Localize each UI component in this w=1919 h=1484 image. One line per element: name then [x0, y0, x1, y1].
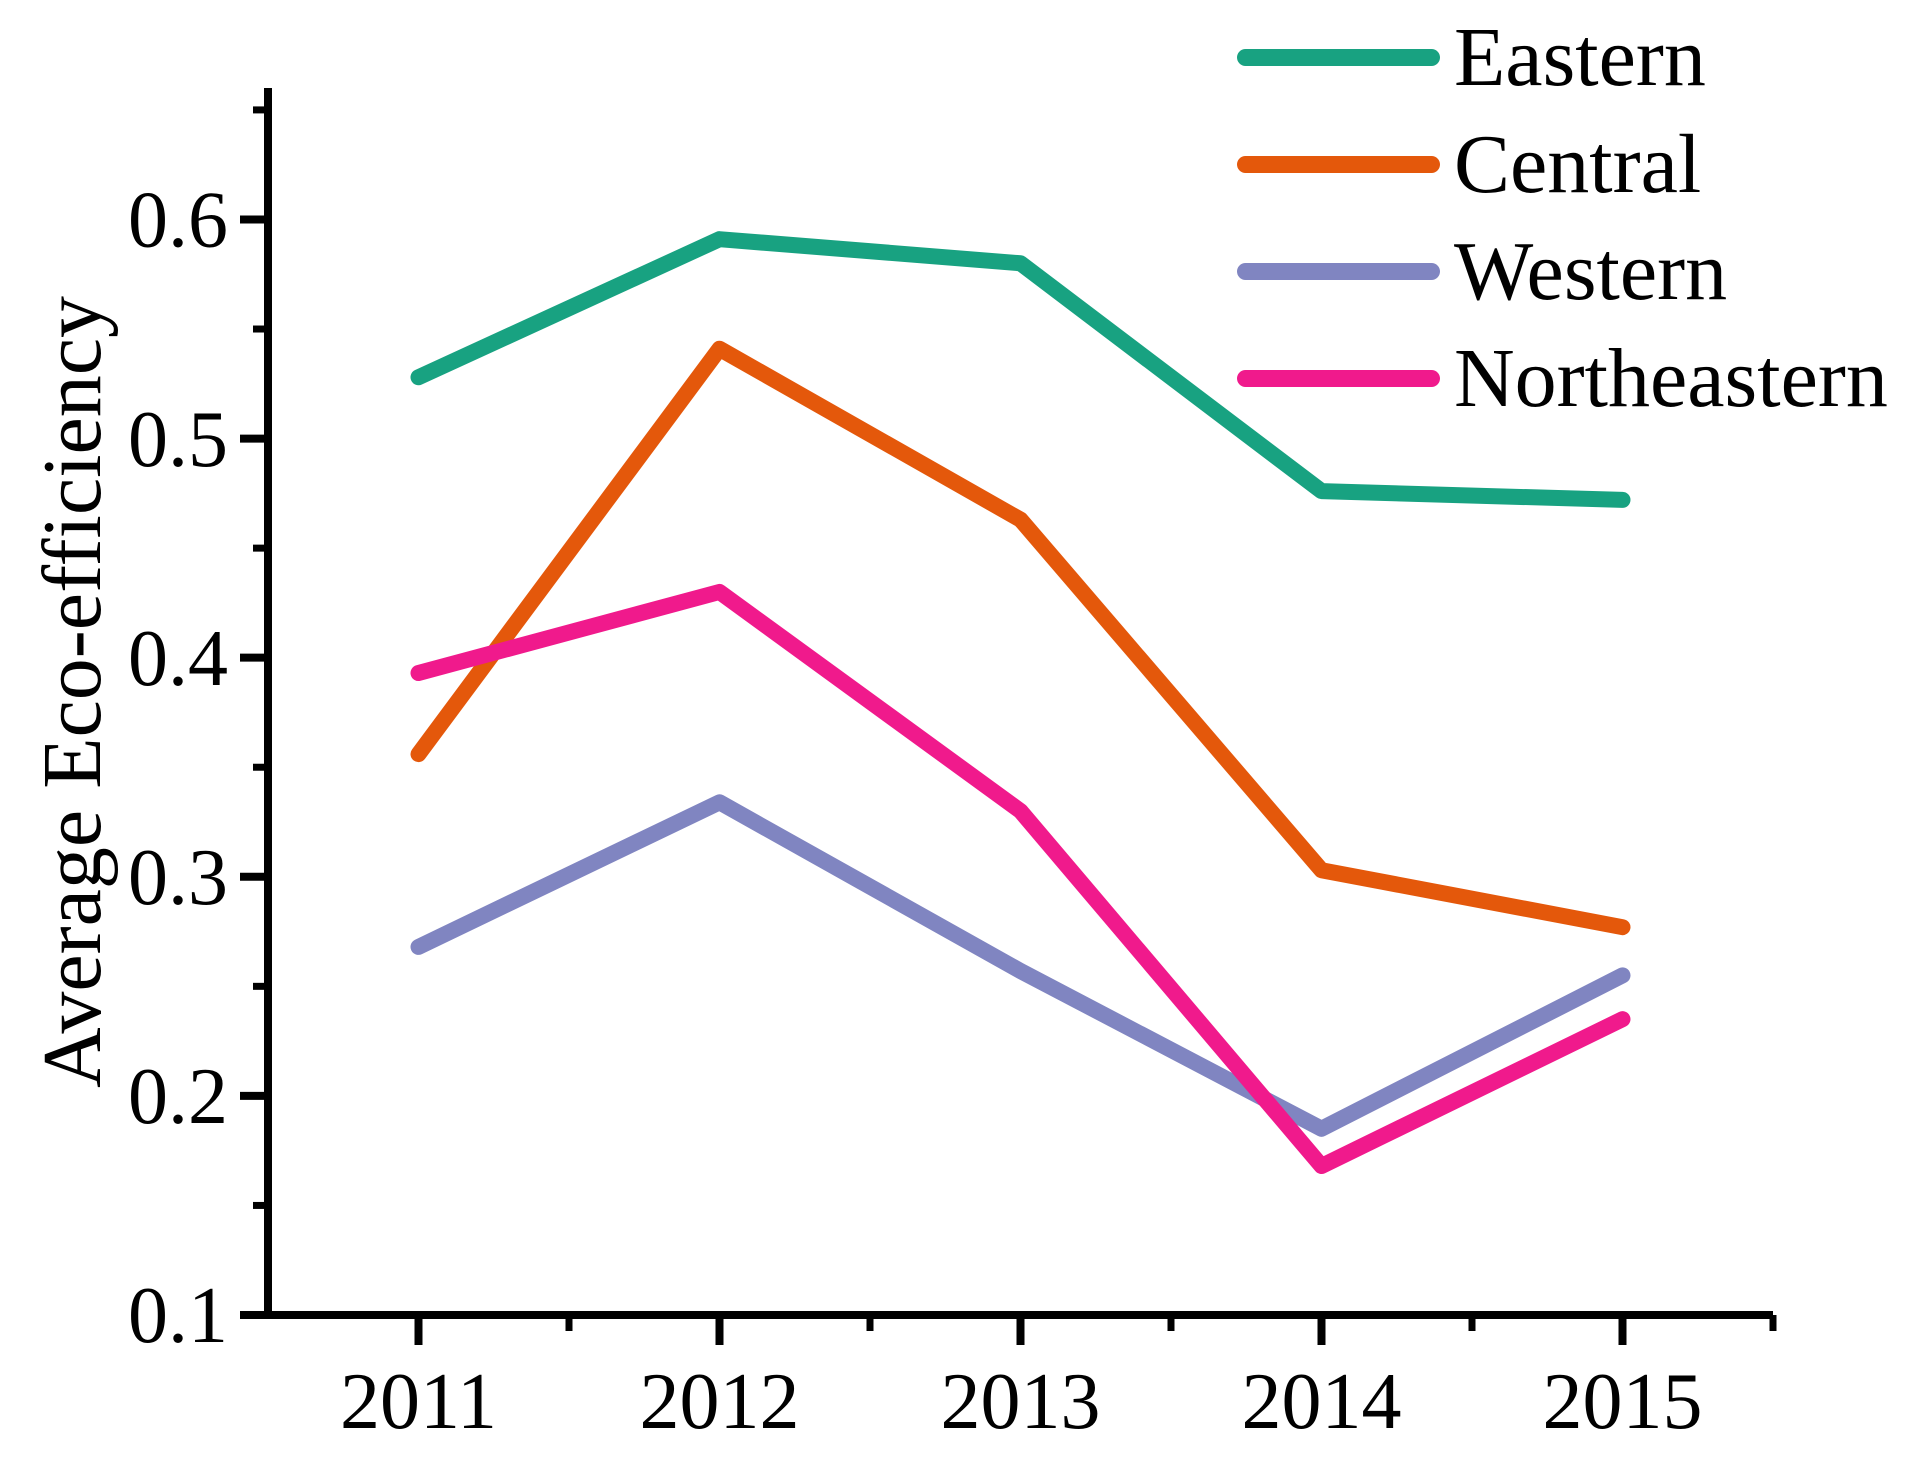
x-axis-tick-label: 2012: [640, 1358, 800, 1446]
series-line-central: [410, 340, 1631, 936]
legend-label-eastern: Eastern: [1454, 10, 1706, 104]
legend-item-eastern: Eastern: [1237, 4, 1888, 111]
eastern-line-swatch: [1237, 49, 1440, 66]
y-axis-tick-label: 0.2: [128, 1053, 228, 1141]
legend-label-northeastern: Northeastern: [1454, 331, 1888, 425]
series-line-western: [410, 794, 1631, 1137]
x-axis-tick-label: 2015: [1543, 1358, 1703, 1446]
central-line-swatch: [1237, 156, 1440, 173]
y-axis-tick-label: 0.1: [128, 1272, 228, 1360]
x-axis-tick-label: 2011: [340, 1358, 497, 1446]
y-axis-tick-label: 0.6: [128, 177, 228, 265]
series-line-eastern: [410, 231, 1631, 508]
chart-legend: Eastern Central Western Northeastern: [1237, 4, 1888, 432]
y-axis-tick-label: 0.4: [128, 615, 228, 703]
legend-item-central: Central: [1237, 111, 1888, 218]
western-line-swatch: [1237, 263, 1440, 280]
y-axis-title: Average Eco-efficiency: [26, 296, 119, 1088]
legend-label-western: Western: [1454, 224, 1728, 318]
y-axis-tick-label: 0.5: [128, 396, 228, 484]
series-line-northeastern: [410, 583, 1631, 1175]
x-axis-tick-label: 2014: [1242, 1358, 1402, 1446]
legend-item-western: Western: [1237, 218, 1888, 325]
y-axis-tick-label: 0.3: [128, 834, 228, 922]
northeastern-line-swatch: [1237, 370, 1440, 387]
legend-item-northeastern: Northeastern: [1237, 325, 1888, 432]
legend-label-central: Central: [1454, 117, 1702, 211]
x-axis-tick-label: 2013: [941, 1358, 1101, 1446]
